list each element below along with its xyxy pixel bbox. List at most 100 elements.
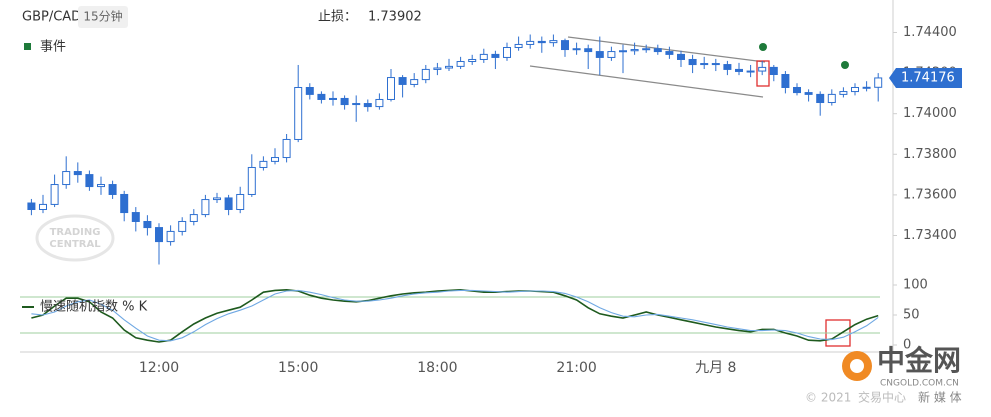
x-tick-label: 12:00 <box>139 360 179 376</box>
candle-body <box>282 138 291 159</box>
candle-body <box>363 103 372 108</box>
x-tick-label: 九月 8 <box>695 360 736 376</box>
candle-body <box>537 40 546 44</box>
candle-body <box>329 97 337 100</box>
candle-body <box>143 220 152 229</box>
y-tick-label: 1.73600 <box>903 187 957 202</box>
indicator-line <box>31 289 879 342</box>
event-legend[interactable]: 事件 <box>40 40 66 55</box>
y-tick-label: 1.73800 <box>903 147 957 162</box>
candle-body <box>259 160 268 168</box>
y-tick-label: 0 <box>903 338 911 353</box>
watermark-text: CENTRAL <box>49 239 101 250</box>
candle-body <box>131 212 140 222</box>
candle-body <box>166 230 175 243</box>
candle-body <box>213 197 221 201</box>
stop-value: 1.73902 <box>368 10 422 25</box>
candle-body <box>549 40 558 44</box>
timeframe-box[interactable] <box>78 6 128 28</box>
candle-body <box>421 68 430 81</box>
candle-body <box>746 70 755 73</box>
copyright: © 2021 <box>805 391 851 405</box>
candle-body <box>526 40 535 45</box>
candle-body <box>317 93 326 100</box>
candle-body <box>572 48 581 51</box>
candle-body <box>155 227 163 243</box>
candle-body <box>677 53 685 60</box>
candle-body <box>433 67 442 70</box>
candle-body <box>352 103 361 106</box>
x-tick-label: 18:00 <box>417 360 457 376</box>
candle-body <box>305 86 314 95</box>
price-marker-label: 1.74176 <box>901 70 955 85</box>
candle-body <box>700 63 709 66</box>
candle-body <box>120 193 129 214</box>
candle-body <box>619 50 627 53</box>
watermark-ring <box>35 214 115 262</box>
trend-line <box>529 65 764 98</box>
candle-body <box>410 79 419 85</box>
candle-body <box>456 61 465 67</box>
candle-body <box>85 174 94 188</box>
candle-body <box>735 68 743 72</box>
candle-body <box>224 197 233 211</box>
candle-body <box>445 65 453 69</box>
candle-body <box>387 77 395 100</box>
candle-body <box>781 74 790 88</box>
trend-line <box>567 36 766 63</box>
candle-body <box>688 58 697 66</box>
candle-body <box>874 77 883 88</box>
candle-body <box>630 49 639 52</box>
candle-body <box>189 214 198 222</box>
y-tick-label: 1.73400 <box>903 228 957 243</box>
y-tick-label: 1.74000 <box>903 106 957 121</box>
candle-body <box>827 93 836 104</box>
candle-body <box>294 86 303 140</box>
timeframe[interactable]: 15分钟 <box>83 9 122 24</box>
candle-body <box>816 93 825 104</box>
candle-body <box>723 64 732 70</box>
candle-body <box>503 47 511 58</box>
candle-body <box>793 86 801 94</box>
candle-body <box>468 58 477 63</box>
candle-body <box>851 86 859 93</box>
candle-body <box>271 157 279 162</box>
candle-body <box>758 66 767 72</box>
candle-body <box>769 66 778 76</box>
candle-body <box>50 184 59 205</box>
candle-body <box>375 98 384 108</box>
symbol: GBP/CAD <box>22 10 81 25</box>
x-tick-label: 21:00 <box>556 360 596 376</box>
candle-body <box>73 171 82 176</box>
highlight-box <box>756 60 770 87</box>
candle-body <box>97 184 105 188</box>
copyright-source: 交易中心 <box>858 390 906 405</box>
candle-body <box>862 86 871 89</box>
indicator-line <box>31 288 879 343</box>
logo-site: CNGOLD.COM.CN <box>880 379 959 389</box>
y-tick-label: 100 <box>903 278 928 293</box>
candle-body <box>62 171 71 186</box>
event-dot[interactable] <box>759 43 767 51</box>
stop-label: 止损： <box>318 10 357 25</box>
y-tick-label: 1.74400 <box>903 25 957 40</box>
candle-body <box>584 48 593 53</box>
candle-body <box>247 166 256 195</box>
candle-body <box>479 53 488 60</box>
candle-body <box>39 203 47 211</box>
media-text: 新 媒 体 <box>918 390 962 405</box>
candle-body <box>178 220 187 232</box>
legend-label: 慢速随机指数 % K <box>40 299 148 315</box>
price-marker <box>889 67 962 88</box>
candle-body <box>561 40 569 51</box>
candle-body <box>201 199 210 216</box>
candle-body <box>108 184 117 195</box>
watermark-text: TRADING <box>50 227 101 238</box>
event-dot[interactable] <box>841 61 849 69</box>
candle-body <box>27 202 36 211</box>
candle-body <box>839 91 848 95</box>
candle-body <box>804 92 813 95</box>
candle-body <box>340 97 349 106</box>
